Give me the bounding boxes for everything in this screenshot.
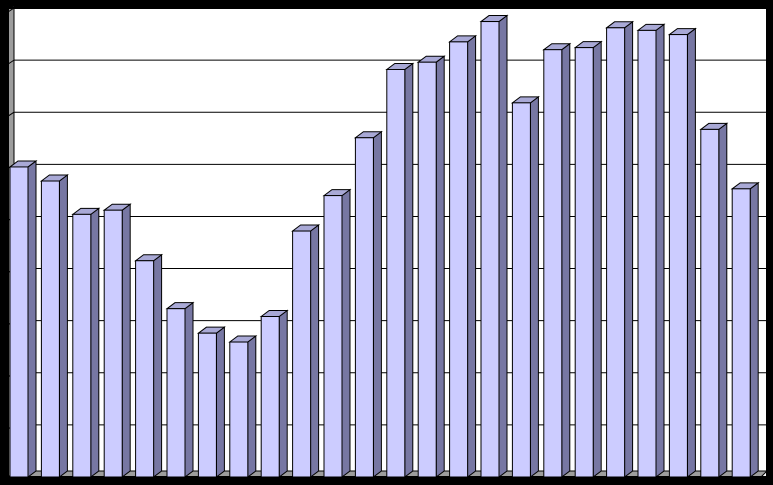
bar-side-face (404, 62, 414, 478)
bar (573, 40, 603, 478)
bar (259, 309, 289, 478)
bar-front-face (197, 332, 217, 478)
bar-side-face (153, 253, 163, 478)
bar-side-face (121, 203, 131, 478)
bar (699, 122, 729, 478)
bar-front-face (354, 137, 374, 478)
bar-front-face (417, 61, 437, 478)
bar-side-face (341, 188, 351, 478)
gridline-wall-tick (7, 111, 15, 117)
bar-side-face (215, 326, 225, 478)
bar-side-face (749, 181, 759, 478)
bar (322, 188, 352, 478)
bar-front-face (543, 49, 563, 478)
bar-side-face (184, 301, 194, 478)
bar (510, 95, 540, 478)
bar (605, 20, 635, 478)
bar-side-face (90, 207, 100, 478)
bar (416, 55, 446, 478)
bar-side-face (435, 55, 445, 478)
bar-front-face (229, 341, 249, 478)
bar-front-face (606, 27, 626, 478)
bar (39, 174, 69, 478)
bar-side-face (27, 159, 37, 478)
bar (291, 224, 321, 478)
bar-front-face (700, 128, 720, 478)
bar-front-face (260, 315, 280, 478)
bar-front-face (511, 102, 531, 478)
bar-front-face (166, 308, 186, 478)
bar (228, 335, 258, 478)
bar (71, 207, 101, 478)
bar-side-face (624, 20, 634, 478)
bar-side-face (718, 122, 728, 478)
bar-front-face (449, 41, 469, 478)
bar-side-face (247, 335, 257, 478)
bar-side-face (686, 27, 696, 478)
bar (165, 301, 195, 478)
bar-front-face (574, 47, 594, 478)
bar-front-face (72, 213, 92, 478)
bar (8, 159, 38, 478)
bars (8, 14, 760, 478)
bar-front-face (292, 230, 312, 478)
bar-side-face (529, 95, 539, 478)
bar (667, 27, 697, 478)
bar (448, 34, 478, 478)
bar-front-face (637, 29, 657, 478)
bar-side-face (655, 23, 665, 478)
bar (636, 23, 666, 478)
bar-front-face (386, 68, 406, 478)
bar (134, 253, 164, 478)
bar-front-face (103, 209, 123, 478)
gridline-wall-tick (7, 59, 15, 65)
bar-side-face (278, 309, 288, 478)
bar-side-face (467, 34, 477, 478)
bar (102, 203, 132, 478)
bar-side-face (561, 42, 571, 478)
bar (353, 130, 383, 478)
bar (479, 14, 509, 478)
bar-side-face (372, 130, 382, 478)
bar-side-face (592, 40, 602, 478)
bar-front-face (323, 195, 343, 478)
bar-front-face (135, 260, 155, 478)
bar (196, 326, 226, 478)
bar (385, 62, 415, 478)
bar-front-face (40, 180, 60, 478)
bar-side-face (310, 224, 320, 478)
bar-side-face (498, 14, 508, 478)
bar-side-face (58, 174, 68, 478)
bar (730, 181, 760, 478)
bar-front-face (731, 188, 751, 478)
bar-front-face (9, 166, 29, 478)
gridline-wall-tick (7, 7, 15, 13)
bar (542, 42, 572, 478)
bar-front-face (480, 21, 500, 478)
bar-front-face (668, 34, 688, 478)
